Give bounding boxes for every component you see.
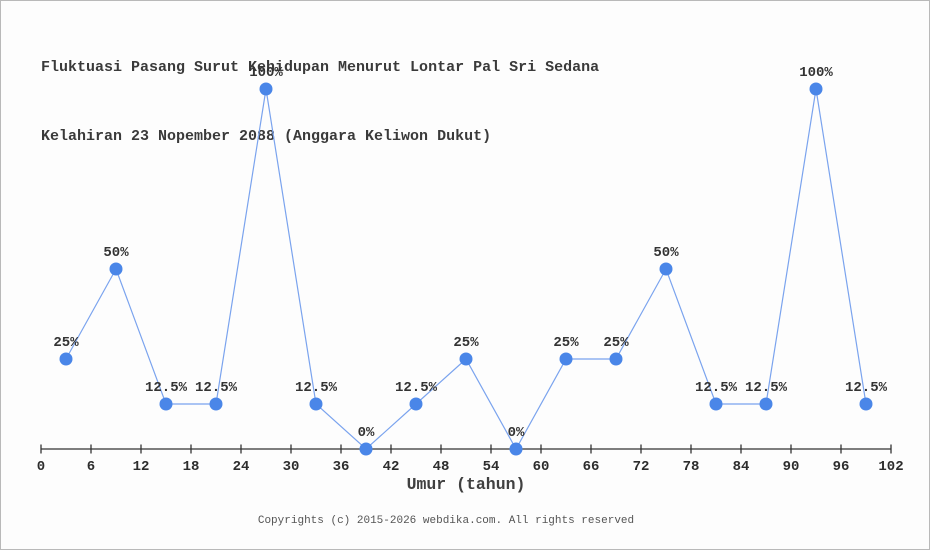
chart-title: Fluktuasi Pasang Surut Kehidupan Menurut… (41, 10, 599, 194)
data-point (759, 397, 773, 411)
data-point-label: 25% (53, 335, 79, 351)
data-point (209, 397, 223, 411)
x-tick-label: 24 (233, 459, 250, 473)
data-point-label: 0% (508, 425, 525, 441)
x-tick-label: 18 (183, 459, 200, 473)
line-chart: 0 6 12 18 24 30 36 42 48 54 60 66 72 78 84 90 96 102 25% 50… (37, 65, 904, 473)
data-point (409, 397, 423, 411)
x-tick-label: 96 (833, 459, 850, 473)
x-tick-label: 30 (283, 459, 300, 473)
data-point (459, 352, 473, 366)
data-point (309, 397, 323, 411)
data-point (109, 262, 123, 276)
data-point-label: 25% (603, 335, 629, 351)
x-tick-label: 54 (483, 459, 500, 473)
x-tick-label: 90 (783, 459, 800, 473)
data-point-label: 25% (553, 335, 579, 351)
data-point-label: 12.5% (395, 380, 438, 396)
x-tick-label: 12 (133, 459, 150, 473)
data-point-label: 12.5% (195, 380, 238, 396)
x-tick-label: 84 (733, 459, 750, 473)
data-point (709, 397, 723, 411)
data-point (809, 82, 823, 96)
data-point-label: 12.5% (695, 380, 738, 396)
x-axis-label: Umur (tahun) (406, 475, 526, 494)
data-point (859, 397, 873, 411)
data-point-label: 50% (103, 245, 129, 261)
data-point (659, 262, 673, 276)
data-point-label: 100% (249, 65, 283, 81)
x-tick-label: 72 (633, 459, 650, 473)
data-point (559, 352, 573, 366)
data-point (59, 352, 73, 366)
chart-title-line2: Kelahiran 23 Nopember 2088 (Anggara Keli… (41, 128, 492, 145)
data-point-label: 12.5% (745, 380, 788, 396)
x-tick-label: 66 (583, 459, 600, 473)
data-point (609, 352, 623, 366)
x-tick-label: 102 (878, 459, 903, 473)
x-tick-label: 60 (533, 459, 550, 473)
x-tick-label: 0 (37, 459, 45, 473)
chart-title-line1: Fluktuasi Pasang Surut Kehidupan Menurut… (41, 59, 600, 76)
data-point-label: 12.5% (145, 380, 188, 396)
data-point (159, 397, 173, 411)
data-point (259, 82, 273, 96)
data-point-label: 0% (358, 425, 375, 441)
data-point-label: 25% (453, 335, 479, 351)
data-point-label: 50% (653, 245, 679, 261)
x-tick-label: 42 (383, 459, 400, 473)
copyright-footer: Copyrights (c) 2015-2026 webdika.com. Al… (257, 515, 635, 527)
x-tick-label: 36 (333, 459, 350, 473)
data-point (509, 442, 523, 456)
data-point-label: 100% (799, 65, 833, 81)
data-point-label: 12.5% (295, 380, 338, 396)
data-point (359, 442, 373, 456)
x-tick-label: 48 (433, 459, 450, 473)
data-point-label: 12.5% (845, 380, 888, 396)
x-tick-label: 78 (683, 459, 700, 473)
x-tick-label: 6 (87, 459, 95, 473)
